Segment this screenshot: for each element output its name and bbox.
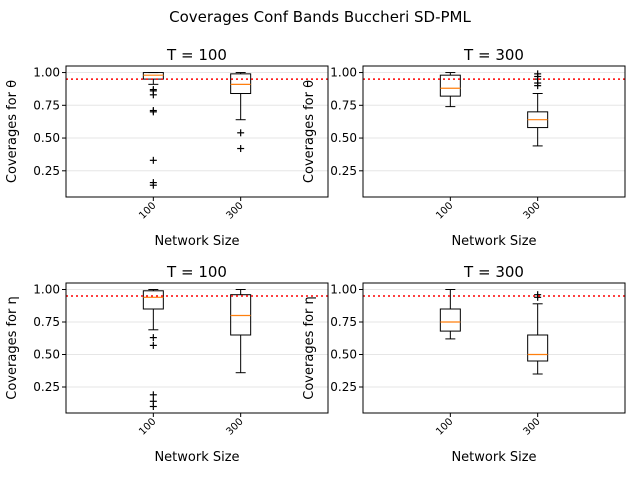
y-axis-label: Coverages for θ: [302, 80, 317, 183]
box-iqr: [527, 334, 549, 362]
y-axis-label: Coverages for η: [302, 296, 317, 399]
outlier-point: [149, 181, 157, 189]
y-tick-label: 0.75: [33, 315, 60, 329]
outlier-point: [237, 129, 245, 137]
outlier-point: [237, 145, 245, 153]
outlier-point: [149, 334, 157, 342]
axes-frame: [362, 282, 626, 414]
box-300: [230, 72, 252, 153]
box-100: [142, 289, 164, 410]
outlier-point: [149, 341, 157, 349]
y-tick-label: 0.25: [330, 380, 357, 394]
subplot-3: 0.25 0.50 0.75 1.00 100 300 T = 100 Network Siz…: [5, 263, 329, 465]
y-tick-label: 0.75: [330, 315, 357, 329]
subplot-1: 0.25 0.50 0.75 1.00 100 300 T = 100 Network Siz…: [5, 46, 329, 249]
box-300: [527, 70, 549, 147]
y-tick-label: 0.50: [33, 131, 60, 145]
x-axis-label: Network Size: [451, 450, 536, 465]
box-100: [142, 72, 164, 189]
box-300: [230, 289, 252, 374]
box-300: [527, 291, 549, 375]
y-tick-label: 0.25: [33, 164, 60, 178]
y-tick-label: 0.25: [330, 164, 357, 178]
x-tick-label: 300: [522, 200, 543, 221]
y-tick-label: 1.00: [330, 66, 357, 80]
y-tick-label: 1.00: [33, 66, 60, 80]
y-tick-label: 0.50: [330, 131, 357, 145]
y-tick-label: 0.50: [33, 348, 60, 362]
box-iqr: [439, 74, 461, 97]
outlier-point: [149, 91, 157, 99]
y-axis-label: Coverages for θ: [5, 80, 20, 183]
box-iqr: [230, 294, 252, 336]
outlier-point: [534, 82, 542, 90]
x-axis-label: Network Size: [451, 234, 536, 249]
box-iqr: [439, 308, 461, 332]
subplot-title: T = 300: [463, 46, 524, 64]
x-tick-label: 100: [137, 416, 158, 437]
outlier-point: [149, 156, 157, 164]
subplot-4: 0.25 0.50 0.75 1.00 100 300 T = 300 Network Siz…: [302, 263, 626, 465]
x-tick-label: 300: [225, 200, 246, 221]
outlier-point: [534, 293, 542, 301]
box-100: [439, 72, 461, 108]
subplot-2: 0.25 0.50 0.75 1.00 100 300 T = 300 Network Siz…: [302, 46, 626, 249]
axes-frame: [65, 282, 329, 414]
y-tick-label: 0.25: [33, 380, 60, 394]
box-100: [439, 289, 461, 340]
box-iqr: [142, 290, 164, 310]
x-tick-label: 100: [137, 200, 158, 221]
x-tick-label: 100: [434, 416, 455, 437]
outlier-point: [149, 108, 157, 116]
outlier-point: [149, 403, 157, 410]
subplot-title: T = 300: [463, 263, 524, 281]
y-tick-label: 0.75: [33, 98, 60, 112]
x-tick-label: 300: [522, 416, 543, 437]
axes-frame: [362, 65, 626, 198]
y-tick-label: 0.50: [330, 348, 357, 362]
y-tick-label: 1.00: [33, 283, 60, 297]
x-tick-label: 300: [225, 416, 246, 437]
y-tick-label: 0.75: [330, 98, 357, 112]
y-tick-label: 1.00: [330, 283, 357, 297]
box-iqr: [142, 72, 164, 80]
x-tick-label: 100: [434, 200, 455, 221]
y-axis-label: Coverages for η: [5, 296, 20, 399]
outlier-point: [149, 391, 157, 399]
subplot-title: T = 100: [166, 46, 227, 64]
x-axis-label: Network Size: [154, 450, 239, 465]
subplot-title: T = 100: [166, 263, 227, 281]
x-axis-label: Network Size: [154, 234, 239, 249]
box-iqr: [230, 73, 252, 95]
figure-title: Coverages Conf Bands Buccheri SD-PML: [169, 8, 471, 26]
axes-frame: [65, 65, 329, 198]
